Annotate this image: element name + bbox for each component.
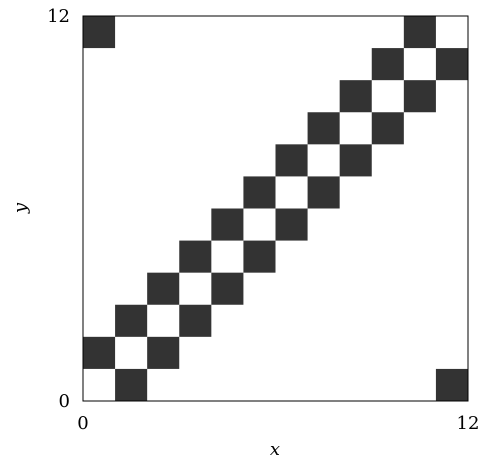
cell-5-6 <box>243 176 276 209</box>
cell-10-9 <box>403 80 436 113</box>
y-tick-label-1: 12 <box>47 6 70 27</box>
cells-group <box>83 16 468 401</box>
y-tick-label-0: 0 <box>59 391 70 412</box>
cell-2-1 <box>147 336 180 369</box>
cell-1-2 <box>115 304 148 337</box>
cell-8-7 <box>339 144 372 177</box>
cell-9-8 <box>371 112 404 145</box>
cell-0-11 <box>83 16 116 49</box>
cell-8-9 <box>339 80 372 113</box>
ticks-group <box>82 15 469 402</box>
cell-3-2 <box>179 304 212 337</box>
cell-11-0 <box>435 368 468 401</box>
cell-4-5 <box>211 208 244 241</box>
x-tick-label-1: 12 <box>457 413 480 434</box>
cell-2-3 <box>147 272 180 305</box>
cell-10-11 <box>403 16 436 49</box>
cell-6-5 <box>275 208 308 241</box>
plot-frame <box>82 15 469 402</box>
cell-4-3 <box>211 272 244 305</box>
cell-3-4 <box>179 240 212 273</box>
cell-1-0 <box>115 368 148 401</box>
cell-0-1 <box>83 336 116 369</box>
cell-7-8 <box>307 112 340 145</box>
x-axis-label: x <box>270 439 280 459</box>
x-tick-label-0: 0 <box>77 413 88 434</box>
cell-9-10 <box>371 48 404 81</box>
cell-6-7 <box>275 144 308 177</box>
cell-11-10 <box>435 48 468 81</box>
cell-7-6 <box>307 176 340 209</box>
y-axis-label: y <box>10 202 31 214</box>
cell-5-4 <box>243 240 276 273</box>
